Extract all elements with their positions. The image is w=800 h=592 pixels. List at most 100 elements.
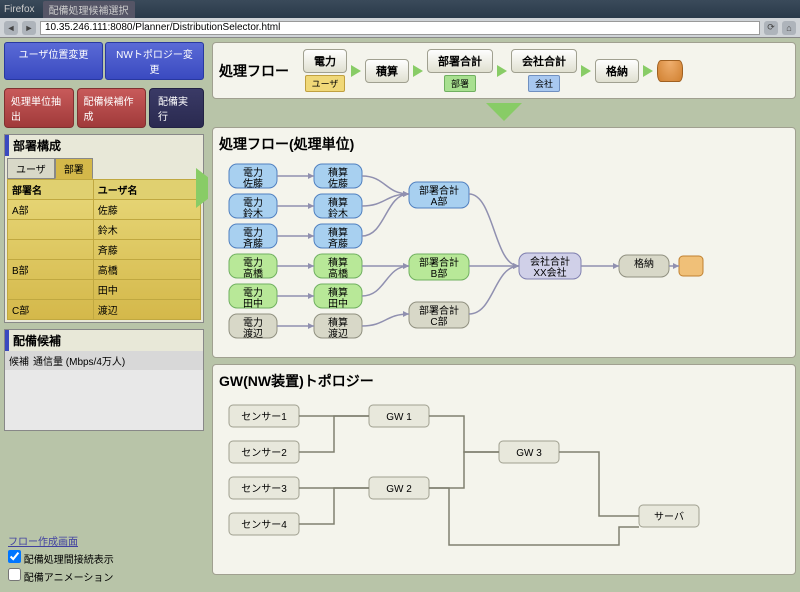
table-row[interactable]: 田中 [8, 280, 201, 300]
cand-col2: 通信量 (Mbps/4万人) [33, 353, 125, 368]
chk-connections[interactable]: 配備処理間接続表示 [8, 550, 200, 566]
home-button[interactable]: ⌂ [782, 21, 796, 35]
nw-topo-button[interactable]: NWトポロジー変更 [105, 42, 204, 80]
svg-text:部署合計: 部署合計 [419, 256, 459, 269]
flow-stage-tag: ユーザ [305, 75, 346, 92]
big-down-arrow-icon [486, 103, 522, 121]
gw-topology-diagram: センサー1 センサー2 センサー3 センサー4 GW 1 GW 2 GW 3 サーバ [219, 395, 789, 565]
table-row[interactable]: 斉藤 [8, 240, 201, 260]
svg-text:渡辺: 渡辺 [243, 327, 263, 340]
svg-text:サーバ: サーバ [654, 511, 684, 523]
url-input[interactable] [40, 21, 760, 35]
col-dept: 部署名 [8, 180, 94, 200]
candidate-title: 配備候補 [5, 330, 203, 351]
svg-text:積算: 積算 [328, 256, 348, 269]
user-pos-button[interactable]: ユーザ位置変更 [4, 42, 103, 80]
candidate-panel: 配備候補 候補 通信量 (Mbps/4万人) [4, 329, 204, 431]
flow-header-card: 処理フロー 電力ユーザ 積算部署合計部署 会社合計会社 格納 [212, 42, 796, 99]
db-icon [657, 60, 683, 82]
svg-text:センサー3: センサー3 [241, 483, 287, 495]
browser-tab[interactable]: 配備処理候補選択 [43, 1, 135, 18]
svg-text:A部: A部 [431, 195, 448, 208]
svg-text:佐藤: 佐藤 [328, 178, 348, 190]
flow-stage: 電力 [303, 49, 347, 73]
svg-text:電力: 電力 [243, 196, 263, 209]
svg-text:電力: 電力 [243, 286, 263, 299]
footer-links: フロー作成画面 配備処理間接続表示 配備アニメーション [4, 529, 204, 588]
flow-create-link[interactable]: フロー作成画面 [8, 537, 78, 548]
tab-dept[interactable]: 部署 [55, 158, 93, 179]
back-button[interactable]: ◄ [4, 21, 18, 35]
db-icon [679, 256, 703, 276]
svg-text:積算: 積算 [328, 166, 348, 179]
browser-toolbar: ◄ ► ⟳ ⌂ [0, 18, 800, 38]
fwd-button[interactable]: ► [22, 21, 36, 35]
browser-name: Firefox [4, 4, 35, 15]
svg-text:佐藤: 佐藤 [243, 178, 263, 190]
svg-text:積算: 積算 [328, 286, 348, 299]
svg-text:電力: 電力 [243, 166, 263, 179]
svg-text:センサー1: センサー1 [241, 411, 287, 423]
svg-text:格納: 格納 [634, 257, 654, 270]
arrow-icon [497, 65, 507, 77]
flow-stage: 部署合計 [427, 49, 493, 73]
arrow-icon [351, 65, 361, 77]
svg-text:GW 2: GW 2 [386, 484, 412, 495]
table-row[interactable]: A部佐藤 [8, 200, 201, 220]
flow-stage-tag: 部署 [444, 75, 476, 92]
svg-text:センサー2: センサー2 [241, 447, 287, 459]
svg-text:積算: 積算 [328, 226, 348, 239]
svg-text:GW 1: GW 1 [386, 412, 412, 423]
svg-text:鈴木: 鈴木 [243, 207, 263, 220]
chk-animation[interactable]: 配備アニメーション [8, 568, 200, 584]
svg-text:田中: 田中 [328, 297, 348, 310]
svg-text:渡辺: 渡辺 [328, 327, 348, 340]
svg-text:電力: 電力 [243, 226, 263, 239]
flow-stage-tag: 会社 [528, 75, 560, 92]
tab-user[interactable]: ユーザ [7, 158, 55, 179]
flow-stage: 会社合計 [511, 49, 577, 73]
flow-stage: 積算 [365, 59, 409, 83]
reload-button[interactable]: ⟳ [764, 21, 778, 35]
svg-text:積算: 積算 [328, 196, 348, 209]
svg-text:鈴木: 鈴木 [328, 207, 348, 220]
gw-title: GW(NW装置)トポロジー [219, 371, 789, 391]
svg-text:高橋: 高橋 [328, 267, 348, 280]
svg-text:B部: B部 [431, 267, 448, 280]
arrow-icon [643, 65, 653, 77]
table-row[interactable]: 鈴木 [8, 220, 201, 240]
svg-text:田中: 田中 [243, 297, 263, 310]
table-row[interactable]: B部高橋 [8, 260, 201, 280]
svg-text:会社合計: 会社合計 [530, 255, 570, 268]
right-panel: 処理フロー 電力ユーザ積算部署合計部署会社合計会社格納 処理フロー(処理単位) … [208, 38, 800, 592]
col-user: ユーザ名 [93, 180, 200, 200]
svg-text:斉藤: 斉藤 [328, 237, 348, 250]
exec-button[interactable]: 配備実行 [149, 88, 204, 128]
proc-flow-card: 処理フロー(処理単位) 電力佐藤積算佐藤電力鈴木積算鈴木電力斉藤積算斉藤電力高橋… [212, 127, 796, 358]
dept-panel-title: 部署構成 [5, 135, 203, 156]
svg-text:高橋: 高橋 [243, 267, 263, 280]
dept-panel: 部署構成 ユーザ 部署 部署名ユーザ名 A部佐藤鈴木斉藤B部高橋田中C部渡辺 [4, 134, 204, 323]
arrow-icon [581, 65, 591, 77]
table-row[interactable]: C部渡辺 [8, 300, 201, 320]
svg-text:センサー4: センサー4 [241, 519, 287, 531]
proc-flow-diagram: 電力佐藤積算佐藤電力鈴木積算鈴木電力斉藤積算斉藤電力高橋積算高橋電力田中積算田中… [219, 158, 789, 348]
svg-text:電力: 電力 [243, 316, 263, 329]
svg-text:部署合計: 部署合計 [419, 304, 459, 317]
create-button[interactable]: 配備候補作成 [77, 88, 147, 128]
dept-table: 部署名ユーザ名 A部佐藤鈴木斉藤B部高橋田中C部渡辺 [7, 179, 201, 320]
svg-text:部署合計: 部署合計 [419, 184, 459, 197]
proc-title: 処理フロー(処理単位) [219, 134, 789, 154]
cand-col1: 候補 [9, 353, 29, 368]
flow-title: 処理フロー [219, 61, 289, 81]
svg-text:積算: 積算 [328, 316, 348, 329]
left-panel: ユーザ位置変更 NWトポロジー変更 処理単位抽出 配備候補作成 配備実行 部署構… [0, 38, 208, 592]
svg-text:斉藤: 斉藤 [243, 237, 263, 250]
extract-button[interactable]: 処理単位抽出 [4, 88, 74, 128]
svg-text:C部: C部 [430, 315, 447, 328]
gw-card: GW(NW装置)トポロジー センサー1 センサー2 センサー3 センサー4 GW 1 GW… [212, 364, 796, 575]
svg-text:電力: 電力 [243, 256, 263, 269]
browser-titlebar: Firefox 配備処理候補選択 [0, 0, 800, 18]
svg-text:GW 3: GW 3 [516, 448, 542, 459]
flow-stage: 格納 [595, 59, 639, 83]
